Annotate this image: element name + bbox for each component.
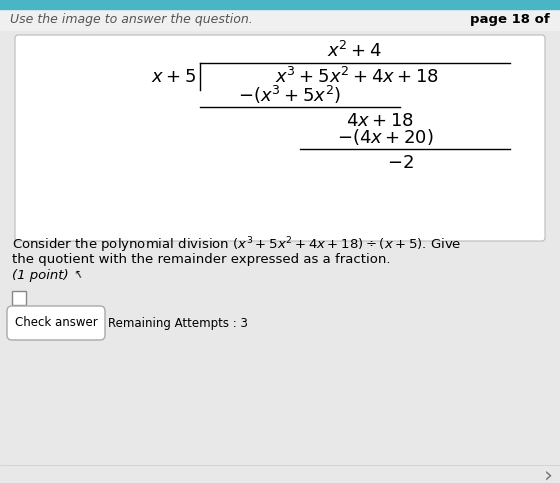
Text: $4x + 18$: $4x + 18$ bbox=[346, 112, 414, 130]
Text: $-2$: $-2$ bbox=[386, 154, 413, 172]
Text: Use the image to answer the question.: Use the image to answer the question. bbox=[10, 14, 253, 27]
Text: Check answer: Check answer bbox=[15, 316, 97, 329]
Text: $x + 5$: $x + 5$ bbox=[151, 68, 196, 86]
FancyBboxPatch shape bbox=[15, 35, 545, 241]
Text: ↖: ↖ bbox=[72, 270, 83, 282]
Text: $x^3 + 5x^2 + 4x + 18$: $x^3 + 5x^2 + 4x + 18$ bbox=[275, 67, 439, 87]
Text: $x^2 + 4$: $x^2 + 4$ bbox=[328, 41, 382, 61]
Text: $-(x^3 + 5x^2)$: $-(x^3 + 5x^2)$ bbox=[239, 84, 342, 106]
Text: ›: › bbox=[544, 465, 553, 483]
FancyBboxPatch shape bbox=[7, 306, 105, 340]
Text: Remaining Attempts : 3: Remaining Attempts : 3 bbox=[108, 316, 248, 329]
Bar bbox=[0, 9, 560, 30]
Text: the quotient with the remainder expressed as a fraction.: the quotient with the remainder expresse… bbox=[12, 253, 390, 266]
Bar bbox=[0, 0, 560, 9]
Bar bbox=[12, 291, 26, 305]
Text: page 18 of: page 18 of bbox=[470, 14, 550, 27]
Text: $-(4x + 20)$: $-(4x + 20)$ bbox=[337, 127, 433, 147]
Text: (1 point): (1 point) bbox=[12, 270, 69, 283]
Text: Consider the polynomial division $(x^3 + 5x^2 + 4x + 18) \div (x + 5)$. Give: Consider the polynomial division $(x^3 +… bbox=[12, 235, 461, 255]
